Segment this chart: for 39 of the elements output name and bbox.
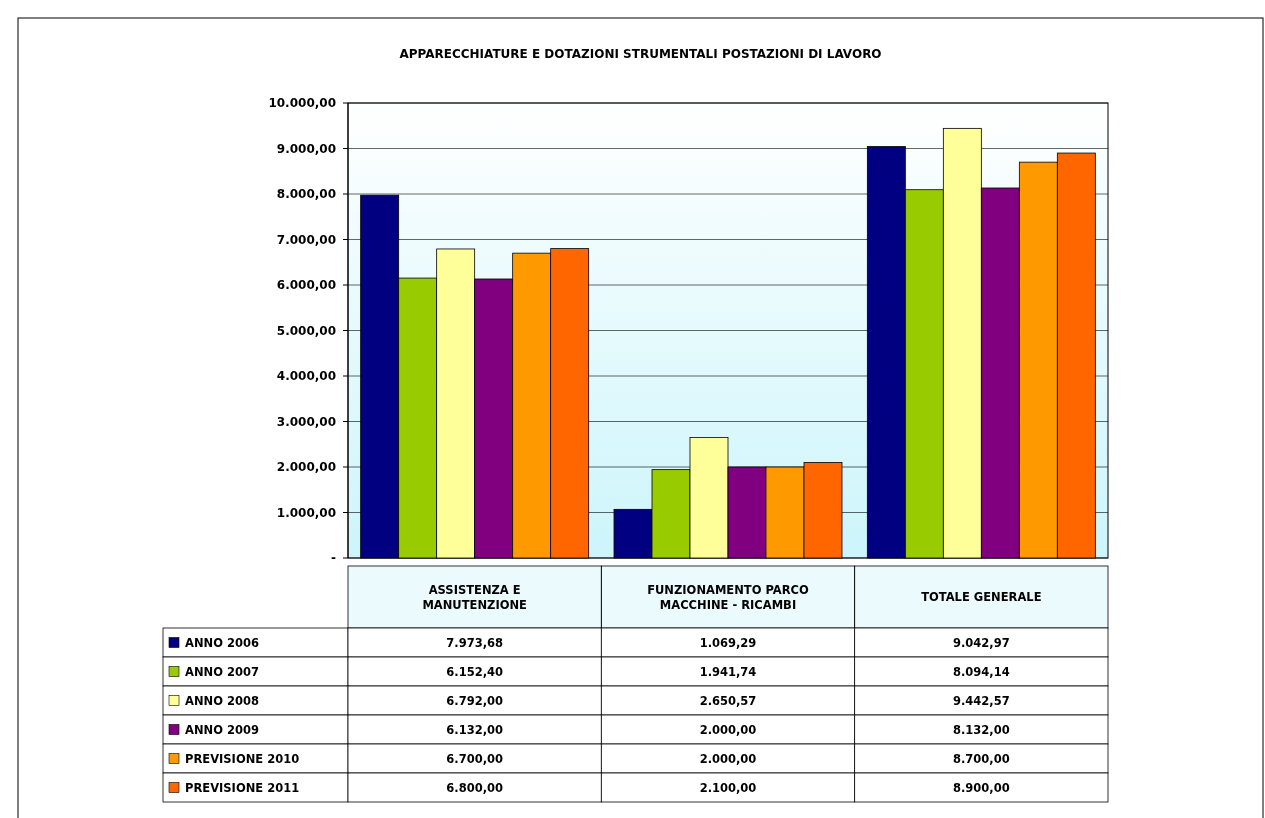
data-label: 8.132,00 bbox=[952, 722, 1010, 737]
chart-title: APPARECCHIATURE E DOTAZIONI STRUMENTALI POSTAZIONI DI LAVORO bbox=[399, 47, 882, 61]
data-label: 8.700,00 bbox=[952, 751, 1010, 766]
data-label: 6.800,00 bbox=[446, 780, 504, 795]
data-label: 1.069,29 bbox=[699, 635, 757, 650]
y-tick-label: 1.000,00 bbox=[276, 505, 336, 520]
data-label: 2.650,57 bbox=[699, 693, 757, 708]
data-label: 7.973,68 bbox=[446, 635, 504, 650]
y-tick-label: 10.000,00 bbox=[268, 96, 336, 111]
data-label: 6.700,00 bbox=[446, 751, 504, 766]
x-tick-label: ASSISTENZA E MANUTENZIONE bbox=[422, 582, 528, 612]
y-tick-label: 8.000,00 bbox=[276, 187, 336, 202]
legend-label: ANNO 2009 bbox=[185, 722, 259, 737]
data-label: 2.000,00 bbox=[699, 722, 757, 737]
x-tick-label: FUNZIONAMENTO PARCO MACCHINE - RICAMBI bbox=[647, 582, 810, 612]
legend-label: ANNO 2007 bbox=[185, 664, 259, 679]
data-label: 6.152,40 bbox=[446, 664, 504, 679]
y-tick-label: 5.000,00 bbox=[276, 323, 336, 338]
x-tick-label: TOTALE GENERALE bbox=[921, 590, 1042, 605]
data-label: 9.442,57 bbox=[952, 693, 1010, 708]
y-tick-label: - bbox=[331, 551, 337, 566]
data-label: 6.792,00 bbox=[446, 693, 504, 708]
y-tick-label: 6.000,00 bbox=[276, 278, 336, 293]
legend-label: ANNO 2008 bbox=[185, 693, 259, 708]
data-label: 1.941,74 bbox=[699, 664, 757, 679]
data-label: 6.132,00 bbox=[446, 722, 504, 737]
data-label: 2.100,00 bbox=[699, 780, 757, 795]
legend-label: ANNO 2006 bbox=[185, 635, 259, 650]
data-label: 2.000,00 bbox=[699, 751, 757, 766]
legend-label: PREVISIONE 2011 bbox=[185, 780, 300, 795]
y-tick-label: 2.000,00 bbox=[276, 460, 336, 475]
y-tick-label: 7.000,00 bbox=[276, 232, 336, 247]
y-tick-label: 4.000,00 bbox=[276, 369, 336, 384]
y-tick-label: 9.000,00 bbox=[276, 141, 336, 156]
data-label: 8.900,00 bbox=[952, 780, 1010, 795]
data-label: 8.094,14 bbox=[952, 664, 1010, 679]
data-label: 9.042,97 bbox=[952, 635, 1010, 650]
y-tick-label: 3.000,00 bbox=[276, 414, 336, 429]
legend-label: PREVISIONE 2010 bbox=[185, 751, 300, 766]
